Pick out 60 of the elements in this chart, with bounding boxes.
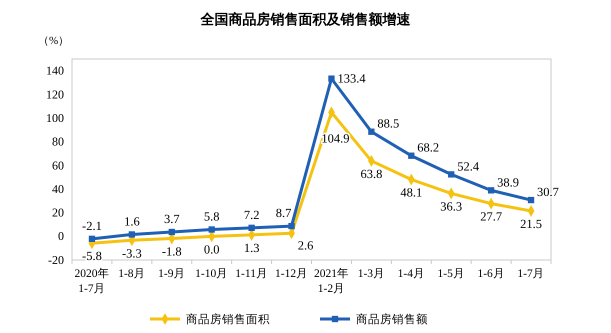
data-label: 21.5 (520, 216, 542, 231)
y-tick-label: 40 (52, 182, 64, 196)
data-label: -5.8 (82, 249, 102, 264)
data-label: 1.6 (124, 214, 140, 228)
point (488, 187, 494, 194)
x-tick-label: 1-6月 (477, 267, 505, 280)
data-label: 68.2 (417, 140, 440, 155)
point (528, 196, 534, 204)
y-tick-label: 100 (46, 110, 64, 125)
x-tick-label: 1-7月 (517, 267, 545, 280)
point (128, 231, 136, 238)
x-tick-label: 1-11月 (235, 267, 268, 280)
legend-label: 商品房销售额 (356, 312, 428, 326)
data-label: 38.9 (497, 175, 519, 190)
data-label: 0.0 (204, 242, 220, 256)
data-label: 7.2 (244, 208, 260, 222)
point (288, 222, 295, 230)
point (328, 75, 335, 82)
y-tick-label: 20 (52, 206, 64, 220)
y-axis-title: （%） (38, 35, 70, 47)
point (208, 226, 215, 233)
y-tick-label: 80 (52, 134, 64, 149)
point (248, 224, 255, 232)
data-label: -2.1 (82, 218, 102, 233)
data-label: 52.4 (457, 159, 480, 174)
point (88, 236, 96, 242)
data-label: 3.7 (164, 212, 180, 226)
data-label: 63.8 (360, 166, 382, 181)
y-tick-label: 60 (52, 158, 64, 172)
data-label: -1.8 (162, 244, 182, 258)
point (448, 171, 454, 178)
chart-title: 全国商品房销售面积及销售额增速 (200, 11, 412, 28)
point (368, 128, 375, 135)
data-label: 36.3 (440, 199, 462, 214)
point (408, 152, 414, 159)
data-label: -3.3 (122, 246, 142, 260)
data-label: 27.7 (480, 210, 502, 224)
point (168, 228, 175, 236)
data-label: 1.3 (244, 240, 260, 255)
data-label: 2.6 (298, 238, 314, 252)
y-tick-label: 140 (46, 64, 64, 78)
legend-label: 商品房销售面积 (186, 312, 270, 326)
data-label: 133.4 (337, 72, 366, 86)
x-tick-label: 1-12月 (274, 267, 308, 280)
data-label: 48.1 (400, 185, 422, 200)
x-tick-label: 2021年 1-2月 (314, 267, 349, 295)
y-tick-label: 0 (58, 229, 64, 244)
x-tick-label: 1-8月 (118, 267, 146, 280)
data-label: 88.5 (377, 116, 400, 131)
y-tick-label: 120 (46, 87, 64, 102)
x-tick-label: 1-10月 (195, 267, 228, 280)
y-tick-label: -20 (48, 252, 64, 267)
x-tick-label: 2020年 1-7月 (74, 267, 110, 295)
data-label: 5.8 (204, 209, 220, 224)
data-label: 8.7 (276, 206, 292, 220)
x-tick-label: 1-9月 (158, 267, 186, 280)
x-tick-label: 1-4月 (398, 267, 425, 280)
x-tick-label: 1-3月 (358, 267, 386, 280)
x-tick-label: 1-5月 (438, 267, 465, 280)
data-label: 30.7 (537, 185, 559, 200)
